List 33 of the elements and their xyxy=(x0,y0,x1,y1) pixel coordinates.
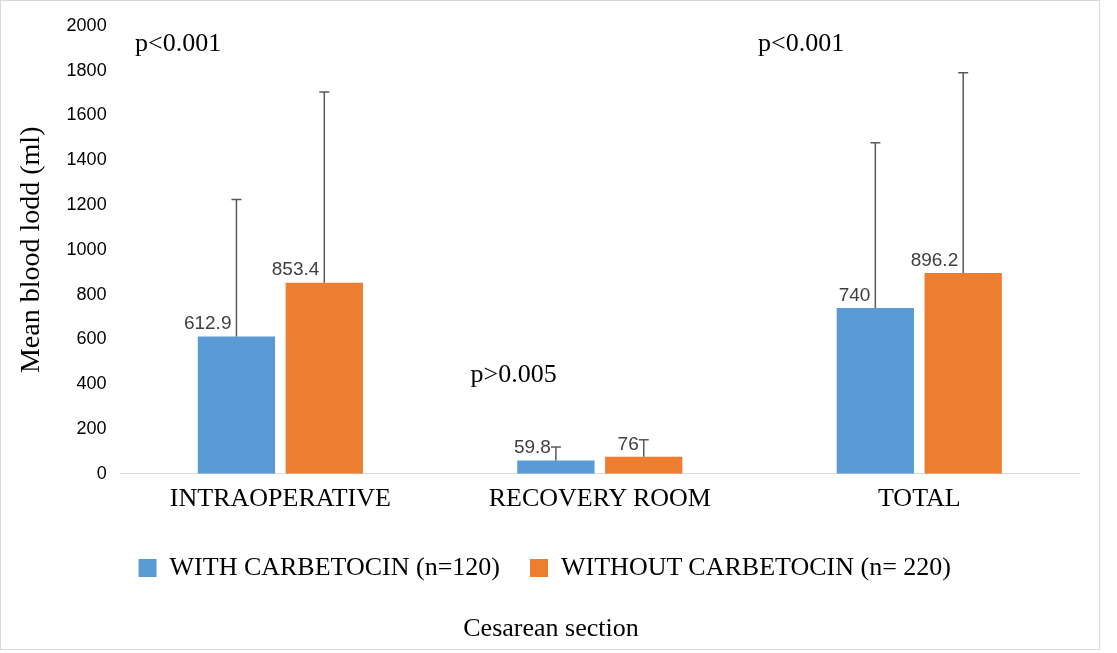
data-label: 612.9 xyxy=(183,312,232,334)
y-tick-label: 800 xyxy=(76,283,107,304)
y-axis-title: Mean blood lodd (ml) xyxy=(14,126,46,374)
bar xyxy=(605,456,683,474)
y-tick-label: 400 xyxy=(76,373,107,394)
bar xyxy=(924,273,1002,474)
x-tick-label: RECOVERY ROOM xyxy=(488,483,711,513)
y-tick-label: 1600 xyxy=(66,104,107,125)
data-label: 59.8 xyxy=(513,436,551,458)
bar xyxy=(517,460,595,474)
data-label: 76 xyxy=(617,432,639,454)
legend-label: WITHOUT CARBETOCIN (n= 220) xyxy=(561,551,951,581)
data-label: 740 xyxy=(838,283,871,305)
y-tick-label: 200 xyxy=(76,417,107,438)
y-tick-label: 600 xyxy=(76,328,107,349)
y-tick-label: 1800 xyxy=(66,59,107,80)
bar xyxy=(285,282,363,474)
annotation: p<0.001 xyxy=(135,27,222,57)
y-tick-label: 2000 xyxy=(66,14,107,35)
y-tick-label: 1400 xyxy=(66,149,107,170)
y-tick-label: 0 xyxy=(96,462,107,483)
x-axis-title: Cesarean section xyxy=(462,613,640,643)
x-tick-label: TOTAL xyxy=(877,483,961,513)
bar xyxy=(836,308,914,474)
x-tick-label: INTRAOPERATIVE xyxy=(169,483,391,513)
annotation: p>0.005 xyxy=(470,359,557,389)
y-tick-label: 1000 xyxy=(66,238,107,259)
data-label: 896.2 xyxy=(910,248,959,270)
legend-label: WITH CARBETOCIN (n=120) xyxy=(169,551,501,581)
data-label: 853.4 xyxy=(271,258,320,280)
y-tick-label: 1200 xyxy=(66,193,107,214)
annotation: p<0.001 xyxy=(757,27,845,57)
bar xyxy=(197,336,276,474)
